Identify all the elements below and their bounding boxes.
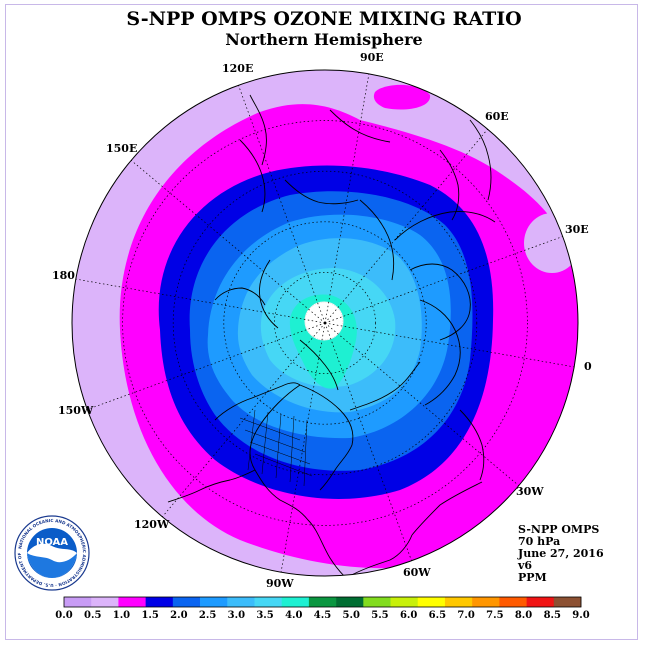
noaa-acronym: NOAA — [36, 537, 68, 548]
colorbar-swatch — [445, 597, 473, 607]
lon-label-120w: 120W — [134, 518, 170, 531]
colorbar-tick-label: 7.5 — [486, 610, 503, 621]
colorbar-tick-label: 4.0 — [285, 610, 302, 621]
colorbar-swatch — [472, 597, 500, 607]
colorbar-tick-label: 1.5 — [141, 610, 158, 621]
colorbar-tick-label: 2.5 — [199, 610, 216, 621]
colorbar-tick-label: 2.0 — [170, 610, 187, 621]
colorbar-tick-label: 7.0 — [457, 610, 474, 621]
lon-label-180: 180 — [52, 269, 75, 282]
colorbar-tick-label: 6.5 — [429, 610, 446, 621]
colorbar-swatch — [91, 597, 119, 607]
lon-label-60e: 60E — [485, 110, 509, 123]
colorbar-swatch — [254, 597, 282, 607]
colorbar-swatch — [391, 597, 419, 607]
colorbar-swatch — [200, 597, 228, 607]
colorbar-swatch — [309, 597, 337, 607]
ozone-band-1.0-1.5-north-lobe — [374, 85, 430, 110]
colorbar-tick-label: 1.0 — [113, 610, 130, 621]
colorbar-swatch — [173, 597, 201, 607]
colorbar-swatch — [146, 597, 174, 607]
lon-label-30e: 30E — [565, 223, 589, 236]
colorbar: 0.0 0.5 1.0 1.5 2.0 2.5 3.0 3.5 4.0 4.5 5.0 5.5 6.0 6… — [55, 597, 589, 621]
colorbar-swatch — [527, 597, 555, 607]
colorbar-tick-label: 8.0 — [515, 610, 532, 621]
colorbar-tick-label: 3.0 — [228, 610, 245, 621]
lon-label-90w: 90W — [266, 577, 294, 590]
colorbar-swatch — [554, 597, 582, 607]
colorbar-swatch — [336, 597, 364, 607]
ozone-band-0.5-1.0-east-patch — [524, 213, 580, 273]
colorbar-swatch — [227, 597, 255, 607]
colorbar-tick-label: 5.0 — [343, 610, 360, 621]
colorbar-swatch — [499, 597, 527, 607]
colorbar-swatch — [418, 597, 446, 607]
colorbar-tick-label: 5.5 — [371, 610, 388, 621]
colorbar-tick-label: 4.5 — [314, 610, 331, 621]
lon-label-30w: 30W — [516, 485, 544, 498]
colorbar-swatch — [118, 597, 146, 607]
info-block: S-NPP OMPS 70 hPa June 27, 2016 v6 PPM — [518, 524, 604, 584]
colorbar-swatch — [282, 597, 310, 607]
lon-label-90e: 90E — [360, 51, 384, 64]
colorbar-swatch — [64, 597, 92, 607]
lon-label-120e: 120E — [222, 62, 253, 75]
colorbar-tick-label: 6.0 — [400, 610, 417, 621]
colorbar-tick-label: 0.0 — [55, 610, 72, 621]
colorbar-swatch — [363, 597, 391, 607]
colorbar-tick-label: 9.0 — [572, 610, 589, 621]
info-units: PPM — [518, 572, 604, 584]
lon-label-150w: 150W — [58, 404, 94, 417]
colorbar-tick-label: 0.5 — [84, 610, 101, 621]
lon-label-150e: 150E — [106, 142, 137, 155]
lon-label-60w: 60W — [403, 566, 431, 579]
colorbar-tick-label: 3.5 — [256, 610, 273, 621]
lon-label-0: 0 — [584, 360, 592, 373]
colorbar-tick-label: 8.5 — [544, 610, 561, 621]
